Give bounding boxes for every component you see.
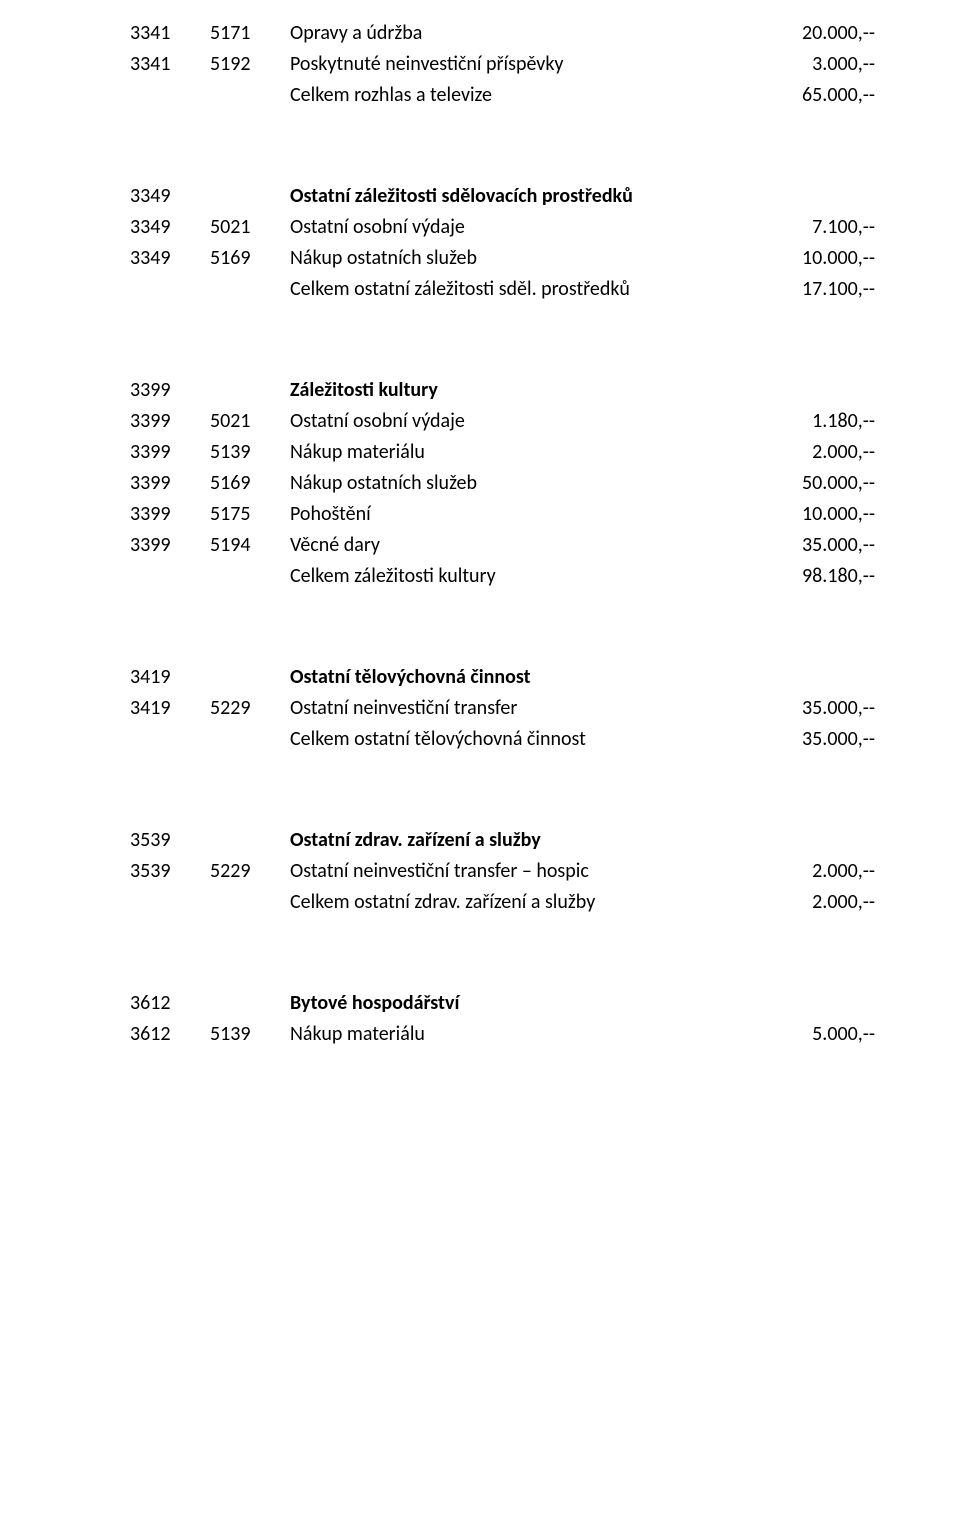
col-code2: 5229 xyxy=(210,858,290,885)
col-desc: Nákup ostatních služeb xyxy=(290,470,735,497)
col-desc: Ostatní osobní výdaje xyxy=(290,408,735,435)
col-code1: 3419 xyxy=(130,664,210,691)
col-desc: Ostatní neinvestiční transfer – hospic xyxy=(290,858,735,885)
col-code1: 3612 xyxy=(130,990,210,1017)
col-code2: 5021 xyxy=(210,408,290,435)
section-head: 3539 Ostatní zdrav. zařízení a služby xyxy=(130,827,875,854)
col-desc: Poskytnuté neinvestiční příspěvky xyxy=(290,51,735,78)
total-label: Celkem ostatní tělovýchovná činnost xyxy=(290,726,735,753)
table-row: 3341 5192 Poskytnuté neinvestiční příspě… xyxy=(130,51,875,78)
table-row: 3399 5175 Pohoštění 10.000,-- xyxy=(130,501,875,528)
col-amount: 35.000,-- xyxy=(735,532,875,559)
col-code2: 5021 xyxy=(210,214,290,241)
col-code1: 3341 xyxy=(130,20,210,47)
total-label: Celkem ostatní záležitosti sděl. prostře… xyxy=(290,276,735,303)
total-row: xx Celkem ostatní záležitosti sděl. pros… xyxy=(130,276,875,303)
col-desc: Ostatní osobní výdaje xyxy=(290,214,735,241)
col-code1: 3399 xyxy=(130,470,210,497)
col-code1: 3349 xyxy=(130,183,210,210)
section-title: Ostatní zdrav. zařízení a služby xyxy=(290,827,735,854)
col-code1: 3341 xyxy=(130,51,210,78)
col-code1: 3399 xyxy=(130,501,210,528)
table-row: 3399 5021 Ostatní osobní výdaje 1.180,-- xyxy=(130,408,875,435)
col-code1: 3349 xyxy=(130,214,210,241)
total-amount: 65.000,-- xyxy=(735,82,875,109)
table-row: 3349 5021 Ostatní osobní výdaje 7.100,-- xyxy=(130,214,875,241)
col-desc: Opravy a údržba xyxy=(290,20,735,47)
col-code1: 3539 xyxy=(130,827,210,854)
col-code1: 3539 xyxy=(130,858,210,885)
col-code1: 3399 xyxy=(130,439,210,466)
col-code1: 3399 xyxy=(130,532,210,559)
section-head: 3399 Záležitosti kultury xyxy=(130,377,875,404)
total-label: Celkem záležitosti kultury xyxy=(290,563,735,590)
section-head: 3419 Ostatní tělovýchovná činnost xyxy=(130,664,875,691)
document-page: 3341 5171 Opravy a údržba 20.000,-- 3341… xyxy=(0,0,960,1092)
total-row: xx Celkem ostatní zdrav. zařízení a služ… xyxy=(130,889,875,916)
col-code1: 3399 xyxy=(130,408,210,435)
col-code1: 3399 xyxy=(130,377,210,404)
col-amount: 7.100,-- xyxy=(735,214,875,241)
table-row: 3399 5194 Věcné dary 35.000,-- xyxy=(130,532,875,559)
table-row: 3539 5229 Ostatní neinvestiční transfer … xyxy=(130,858,875,885)
col-code2: 5229 xyxy=(210,695,290,722)
col-amount: 2.000,-- xyxy=(735,439,875,466)
table-row: 3419 5229 Ostatní neinvestiční transfer … xyxy=(130,695,875,722)
table-row: 3349 5169 Nákup ostatních služeb 10.000,… xyxy=(130,245,875,272)
col-code2: 5169 xyxy=(210,470,290,497)
total-row: xx Celkem ostatní tělovýchovná činnost 3… xyxy=(130,726,875,753)
section-title: Bytové hospodářství xyxy=(290,990,735,1017)
col-desc: Nákup materiálu xyxy=(290,1021,735,1048)
col-desc: Nákup ostatních služeb xyxy=(290,245,735,272)
total-row: xx Celkem rozhlas a televize 65.000,-- xyxy=(130,82,875,109)
col-desc: Věcné dary xyxy=(290,532,735,559)
col-code2: 5139 xyxy=(210,1021,290,1048)
section-title: Ostatní tělovýchovná činnost xyxy=(290,664,735,691)
table-row: 3399 5169 Nákup ostatních služeb 50.000,… xyxy=(130,470,875,497)
col-amount: 5.000,-- xyxy=(735,1021,875,1048)
col-amount: 20.000,-- xyxy=(735,20,875,47)
col-amount: 35.000,-- xyxy=(735,695,875,722)
total-label: Celkem ostatní zdrav. zařízení a služby xyxy=(290,889,735,916)
col-desc: Ostatní neinvestiční transfer xyxy=(290,695,735,722)
col-code2: 5139 xyxy=(210,439,290,466)
table-row: 3399 5139 Nákup materiálu 2.000,-- xyxy=(130,439,875,466)
col-desc: Pohoštění xyxy=(290,501,735,528)
total-amount: 35.000,-- xyxy=(735,726,875,753)
col-amount: 10.000,-- xyxy=(735,245,875,272)
col-amount: 3.000,-- xyxy=(735,51,875,78)
section-title: Záležitosti kultury xyxy=(290,377,735,404)
table-row: 3341 5171 Opravy a údržba 20.000,-- xyxy=(130,20,875,47)
section-title: Ostatní záležitosti sdělovacích prostřed… xyxy=(290,183,735,210)
total-amount: 2.000,-- xyxy=(735,889,875,916)
col-amount: 10.000,-- xyxy=(735,501,875,528)
col-code2: 5171 xyxy=(210,20,290,47)
col-code1: 3612 xyxy=(130,1021,210,1048)
col-code2: 5192 xyxy=(210,51,290,78)
col-code1: 3419 xyxy=(130,695,210,722)
col-code1: 3349 xyxy=(130,245,210,272)
col-amount: 50.000,-- xyxy=(735,470,875,497)
col-desc: Nákup materiálu xyxy=(290,439,735,466)
section-head: 3612 Bytové hospodářství xyxy=(130,990,875,1017)
total-amount: 98.180,-- xyxy=(735,563,875,590)
col-code2: 5175 xyxy=(210,501,290,528)
col-code2: 5194 xyxy=(210,532,290,559)
total-row: xx Celkem záležitosti kultury 98.180,-- xyxy=(130,563,875,590)
col-amount: 2.000,-- xyxy=(735,858,875,885)
col-amount: 1.180,-- xyxy=(735,408,875,435)
total-amount: 17.100,-- xyxy=(735,276,875,303)
col-code2: 5169 xyxy=(210,245,290,272)
table-row: 3612 5139 Nákup materiálu 5.000,-- xyxy=(130,1021,875,1048)
section-head: 3349 Ostatní záležitosti sdělovacích pro… xyxy=(130,183,875,210)
total-label: Celkem rozhlas a televize xyxy=(290,82,735,109)
